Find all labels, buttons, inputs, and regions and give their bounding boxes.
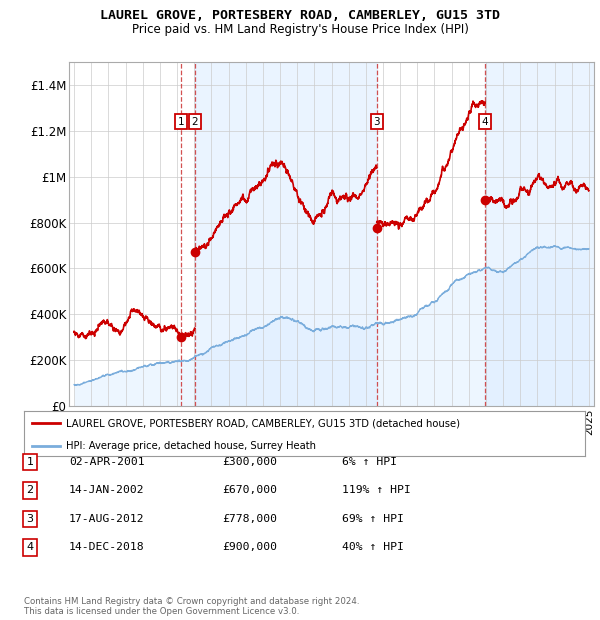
Text: 1: 1 (26, 457, 34, 467)
Text: 6% ↑ HPI: 6% ↑ HPI (342, 457, 397, 467)
Bar (485, 62, 598, 406)
Text: £300,000: £300,000 (222, 457, 277, 467)
Text: 2: 2 (191, 117, 198, 126)
Text: 3: 3 (26, 514, 34, 524)
Bar (195, 62, 377, 406)
Text: LAUREL GROVE, PORTESBERY ROAD, CAMBERLEY, GU15 3TD: LAUREL GROVE, PORTESBERY ROAD, CAMBERLEY… (100, 9, 500, 22)
Text: Contains HM Land Registry data © Crown copyright and database right 2024.
This d: Contains HM Land Registry data © Crown c… (24, 597, 359, 616)
Text: 14-JAN-2002: 14-JAN-2002 (69, 485, 145, 495)
Text: £900,000: £900,000 (222, 542, 277, 552)
Text: £778,000: £778,000 (222, 514, 277, 524)
Text: LAUREL GROVE, PORTESBERY ROAD, CAMBERLEY, GU15 3TD (detached house): LAUREL GROVE, PORTESBERY ROAD, CAMBERLEY… (66, 418, 460, 428)
Text: 02-APR-2001: 02-APR-2001 (69, 457, 145, 467)
Text: HPI: Average price, detached house, Surrey Heath: HPI: Average price, detached house, Surr… (66, 441, 316, 451)
Text: 14-DEC-2018: 14-DEC-2018 (69, 542, 145, 552)
Text: 2: 2 (26, 485, 34, 495)
Text: 40% ↑ HPI: 40% ↑ HPI (342, 542, 404, 552)
Text: 3: 3 (373, 117, 380, 126)
Text: £670,000: £670,000 (222, 485, 277, 495)
Text: 119% ↑ HPI: 119% ↑ HPI (342, 485, 411, 495)
Text: 4: 4 (26, 542, 34, 552)
Text: Price paid vs. HM Land Registry's House Price Index (HPI): Price paid vs. HM Land Registry's House … (131, 23, 469, 36)
Text: 1: 1 (178, 117, 185, 126)
Text: 69% ↑ HPI: 69% ↑ HPI (342, 514, 404, 524)
Text: 17-AUG-2012: 17-AUG-2012 (69, 514, 145, 524)
Text: 4: 4 (482, 117, 488, 126)
